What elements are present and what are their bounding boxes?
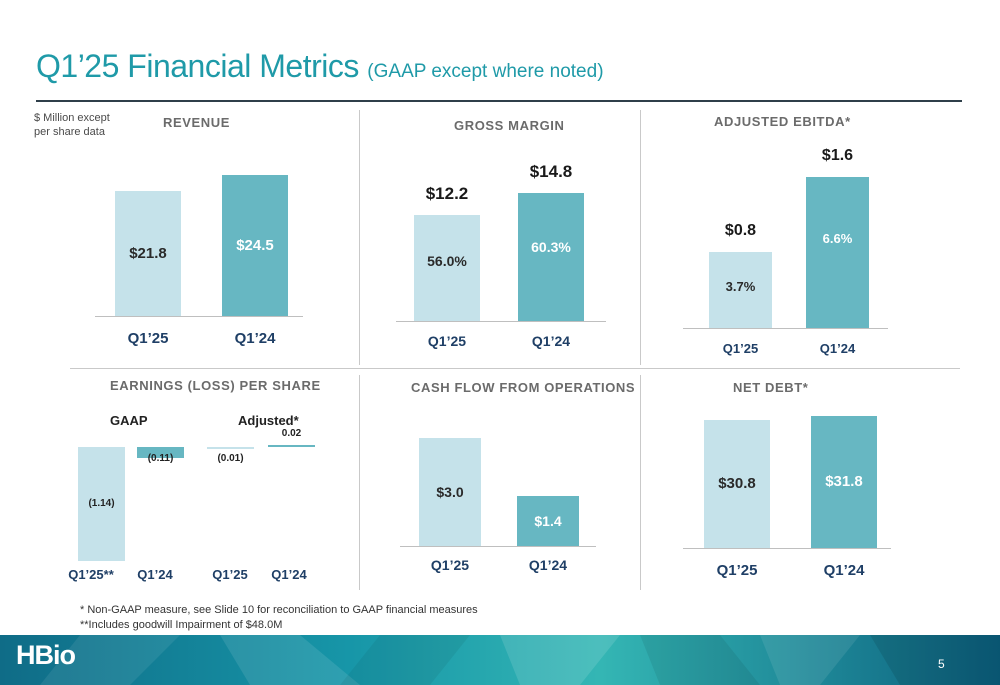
gross_margin-bar-2 [518, 193, 584, 321]
footer-band [0, 635, 1000, 685]
net_debt-value-label-1: $30.8 [718, 475, 756, 492]
gross_margin-axis-baseline [396, 321, 606, 322]
divider-v1-top [359, 110, 360, 365]
net_debt-category-2: Q1’24 [823, 562, 865, 579]
cash_flow-category-2: Q1’24 [528, 557, 568, 573]
units-note: $ Million except per share data [34, 111, 114, 139]
gross_margin-bar-1 [414, 215, 480, 321]
revenue-value-label-2: $24.5 [236, 236, 274, 254]
eps-category-2: Q1’24 [137, 567, 173, 582]
net_debt-value-label-2: $31.8 [825, 473, 863, 490]
revenue-axis-baseline [95, 316, 303, 317]
adjusted_ebitda-inner-label-1: 3.7% [725, 279, 756, 295]
title-subtitle: (GAAP except where noted) [367, 61, 604, 82]
cash_flow-category-1: Q1’25 [430, 557, 470, 573]
gross_margin-value-label-1: $12.2 [425, 184, 469, 203]
revenue-title: REVENUE [163, 115, 231, 130]
page-number: 5 [938, 657, 945, 671]
divider-v1-bottom [359, 375, 360, 590]
hbio-logo: HBio [16, 640, 76, 670]
footnote-goodwill: **Includes goodwill Impairment of $48.0M [80, 619, 283, 631]
net_debt-category-1: Q1’25 [716, 562, 758, 579]
divider-v2-top [640, 110, 641, 365]
net-debt-title: NET DEBT* [733, 380, 809, 395]
units-line-1: $ Million except [34, 112, 110, 124]
cash_flow-value-label-1: $3.0 [436, 483, 464, 500]
gross_margin-inner-label-1: 56.0% [427, 253, 467, 270]
revenue-bar-1 [115, 191, 181, 316]
footnote-non-gaap: * Non-GAAP measure, see Slide 10 for rec… [80, 604, 478, 616]
revenue-bar-2 [222, 175, 288, 316]
adjusted-ebitda-title: ADJUSTED EBITDA* [714, 114, 851, 129]
gross-margin-title: GROSS MARGIN [454, 118, 565, 133]
title-divider [36, 100, 962, 102]
cash_flow-value-label-2: $1.4 [534, 512, 562, 529]
adjusted_ebitda-value-label-1: $0.8 [724, 222, 757, 239]
eps-bar-2 [137, 447, 184, 458]
net_debt-axis-baseline [683, 548, 891, 549]
eps-category-1: Q1’25** [68, 567, 114, 582]
eps-group-adjusted: Adjusted* [238, 413, 299, 428]
gross_margin-inner-label-2: 60.3% [531, 239, 571, 256]
cash_flow-bar-1 [419, 438, 481, 546]
revenue-category-2: Q1’24 [234, 330, 276, 347]
eps-value-label-1: (1.14) [88, 498, 115, 509]
eps-value-label-3: (0.01) [217, 453, 244, 464]
eps-category-3: Q1’25 [212, 567, 248, 582]
units-line-2: per share data [34, 126, 105, 138]
revenue-value-label-1: $21.8 [129, 244, 167, 262]
eps-value-label-2: (0.11) [147, 453, 174, 464]
gross_margin-category-1: Q1’25 [427, 333, 467, 349]
cash_flow-bar-2 [517, 496, 579, 546]
net_debt-bar-2 [811, 416, 877, 548]
eps-bar-1 [78, 447, 125, 561]
adjusted_ebitda-axis-baseline [683, 328, 888, 329]
revenue-category-1: Q1’25 [127, 330, 169, 347]
title-main: Q1’25 Financial Metrics [36, 48, 359, 84]
cash-flow-title: CASH FLOW FROM OPERATIONS [411, 380, 636, 395]
gross_margin-category-2: Q1’24 [531, 333, 571, 349]
eps-bar-3 [207, 447, 254, 449]
eps-group-gaap: GAAP [110, 413, 148, 428]
eps-category-4: Q1’24 [271, 567, 307, 582]
eps-value-label-4: 0.02 [281, 428, 302, 439]
eps-title: EARNINGS (LOSS) PER SHARE [110, 378, 321, 393]
page-title: Q1’25 Financial Metrics (GAAP except whe… [36, 48, 604, 85]
footer-band-graphic [0, 635, 1000, 685]
adjusted_ebitda-category-1: Q1’25 [722, 341, 759, 356]
gross_margin-value-label-2: $14.8 [529, 162, 573, 181]
net_debt-bar-1 [704, 420, 770, 548]
divider-h-middle [70, 368, 960, 369]
cash_flow-axis-baseline [400, 546, 596, 547]
adjusted_ebitda-bar-1 [709, 252, 772, 328]
adjusted_ebitda-value-label-2: $1.6 [821, 147, 854, 164]
eps-bar-4 [268, 445, 315, 447]
adjusted_ebitda-category-2: Q1’24 [819, 341, 856, 356]
adjusted_ebitda-bar-2 [806, 177, 869, 328]
divider-v2-bottom [640, 375, 641, 590]
adjusted_ebitda-inner-label-2: 6.6% [822, 231, 853, 247]
